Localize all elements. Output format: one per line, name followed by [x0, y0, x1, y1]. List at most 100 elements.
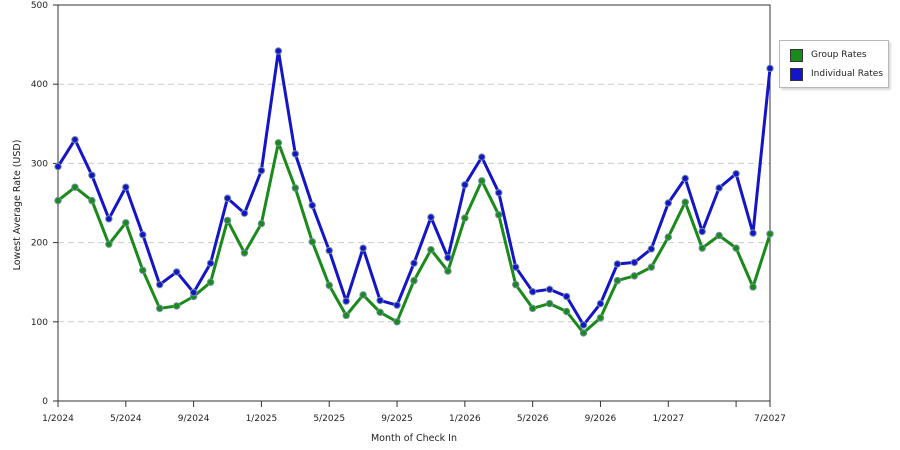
x-tick-label: 7/2027	[754, 414, 786, 424]
legend-swatch-group-rates	[790, 48, 803, 62]
data-point-individual-rates	[698, 227, 706, 236]
data-point-individual-rates	[156, 280, 164, 289]
y-tick-label: 200	[31, 239, 48, 249]
y-axis-title: Lowest Average Rate (USD)	[12, 140, 23, 271]
data-point-group-rates	[206, 278, 215, 286]
legend: Group Rates Individual Rates	[779, 40, 889, 88]
data-point-individual-rates	[71, 135, 79, 144]
data-point-group-rates	[291, 184, 300, 192]
data-point-group-rates	[545, 299, 554, 308]
data-point-group-rates	[512, 280, 520, 289]
plot-area-frame	[57, 4, 771, 402]
data-point-group-rates	[88, 196, 96, 205]
data-point-individual-rates	[206, 259, 215, 267]
x-tick-label: 9/2026	[585, 414, 617, 424]
legend-label-group-rates: Group Rates	[811, 50, 867, 60]
x-tick-label: 1/2024	[42, 414, 74, 424]
data-point-group-rates	[376, 308, 384, 316]
data-point-group-rates	[342, 311, 350, 320]
data-point-individual-rates	[410, 259, 418, 267]
data-point-group-rates	[54, 196, 62, 205]
data-point-group-rates	[240, 249, 249, 257]
data-point-individual-rates	[240, 209, 249, 217]
data-point-individual-rates	[325, 246, 333, 255]
data-point-individual-rates	[444, 253, 452, 262]
data-point-individual-rates	[630, 258, 639, 267]
series-lines	[54, 47, 774, 337]
data-point-group-rates	[664, 233, 672, 241]
data-point-individual-rates	[393, 301, 401, 309]
x-tick-label: 5/2024	[110, 414, 142, 424]
data-point-individual-rates	[647, 245, 656, 253]
data-point-individual-rates	[257, 166, 266, 175]
x-tick-label: 1/2025	[246, 414, 278, 424]
x-tick-label: 5/2026	[517, 414, 549, 424]
data-point-group-rates	[698, 244, 706, 252]
x-tick-label: 1/2027	[652, 414, 684, 424]
data-point-group-rates	[71, 183, 79, 191]
y-tick-label: 300	[31, 159, 48, 169]
data-point-group-rates	[427, 246, 435, 254]
data-point-group-rates	[495, 211, 503, 219]
data-point-individual-rates	[427, 213, 435, 221]
data-point-group-rates	[274, 139, 283, 147]
data-point-group-rates	[257, 219, 266, 228]
data-point-group-rates	[172, 302, 181, 310]
data-point-group-rates	[766, 230, 774, 238]
data-point-group-rates	[410, 276, 418, 285]
data-point-individual-rates	[139, 230, 147, 239]
data-point-individual-rates	[54, 162, 62, 171]
data-point-individual-rates	[88, 171, 96, 179]
data-point-group-rates	[715, 231, 723, 240]
data-point-group-rates	[732, 244, 740, 252]
data-point-individual-rates	[223, 194, 232, 202]
data-point-group-rates	[478, 177, 486, 185]
data-point-individual-rates	[461, 181, 469, 189]
data-point-individual-rates	[766, 64, 774, 73]
axis-ticks: 0 100 200 300 400 500 1/2024 5/2024 9/2024 1/2025…	[31, 1, 786, 424]
data-point-group-rates	[630, 272, 639, 280]
data-point-individual-rates	[715, 184, 723, 192]
data-point-individual-rates	[291, 150, 300, 158]
data-point-group-rates	[596, 314, 605, 322]
data-point-group-rates	[444, 267, 452, 275]
data-point-individual-rates	[664, 199, 672, 207]
data-point-individual-rates	[681, 174, 689, 183]
data-point-individual-rates	[274, 47, 283, 55]
x-axis-title: Month of Check In	[371, 433, 457, 444]
data-point-group-rates	[139, 266, 147, 275]
x-tick-label: 1/2026	[449, 414, 481, 424]
x-tick-label: 5/2025	[313, 414, 345, 424]
x-tick-label: 9/2025	[381, 414, 413, 424]
data-point-individual-rates	[512, 263, 520, 271]
data-point-group-rates	[647, 263, 656, 271]
data-point-individual-rates	[749, 229, 757, 237]
data-point-group-rates	[105, 240, 113, 248]
data-point-individual-rates	[105, 215, 113, 223]
data-point-group-rates	[156, 304, 164, 313]
legend-item-group-rates: Group Rates	[790, 48, 867, 62]
data-point-group-rates	[122, 219, 130, 227]
data-point-individual-rates	[122, 183, 130, 191]
data-point-individual-rates	[732, 169, 740, 178]
y-tick-label: 100	[31, 318, 48, 328]
series-line-group-rates	[57, 141, 772, 335]
legend-item-individual-rates: Individual Rates	[790, 67, 883, 81]
data-point-individual-rates	[545, 285, 554, 294]
data-point-individual-rates	[579, 321, 588, 329]
data-point-group-rates	[308, 238, 316, 246]
data-point-group-rates	[749, 283, 757, 291]
legend-label-individual-rates: Individual Rates	[811, 69, 884, 79]
data-point-individual-rates	[359, 244, 367, 252]
data-point-individual-rates	[562, 292, 571, 301]
data-point-individual-rates	[613, 260, 622, 268]
data-point-group-rates	[325, 281, 333, 290]
data-point-group-rates	[461, 214, 469, 222]
legend-swatch-individual-rates	[790, 67, 803, 81]
data-point-individual-rates	[342, 297, 350, 305]
data-point-individual-rates	[172, 268, 181, 276]
data-point-individual-rates	[308, 201, 316, 210]
y-tick-label: 0	[42, 397, 48, 407]
data-point-group-rates	[562, 307, 571, 316]
